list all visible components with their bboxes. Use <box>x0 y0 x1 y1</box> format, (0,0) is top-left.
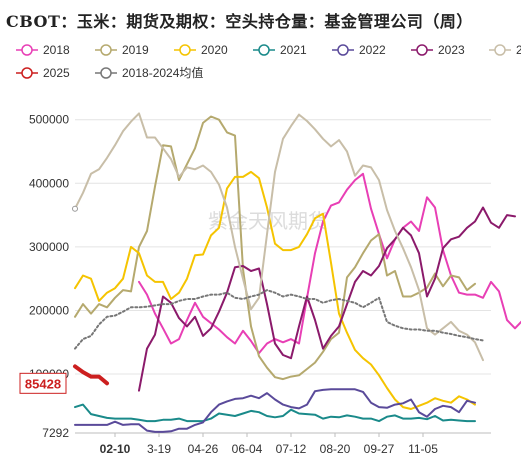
legend-label: 2025 <box>43 66 70 80</box>
y-tick-label: 500000 <box>29 113 69 127</box>
series-line-2022 <box>74 388 476 433</box>
legend-label: 2022 <box>359 43 386 57</box>
legend-swatch-marker <box>100 67 112 79</box>
legend-swatch-marker <box>179 44 191 56</box>
legend-swatch-marker <box>21 67 33 79</box>
series-line-2023 <box>138 206 516 392</box>
highlight-value-box <box>19 372 67 394</box>
series-line-2018 <box>138 172 521 355</box>
highlight-value-label: 85428 <box>25 376 61 391</box>
x-tick-label: 04-26 <box>188 442 219 456</box>
legend-label: 2021 <box>280 43 307 57</box>
legend-label: 2018 <box>43 43 70 57</box>
legend-label: 2018-2024均值 <box>122 65 203 80</box>
series-line-2025 <box>73 364 109 386</box>
legend-swatch-marker <box>337 44 349 56</box>
series-line-2021 <box>74 403 476 423</box>
series-line-2018-2024均值 <box>74 289 484 350</box>
legend-swatch-marker <box>258 44 270 56</box>
x-tick-label: 06-04 <box>232 442 263 456</box>
legend-swatch-marker <box>416 44 428 56</box>
legend-swatch-marker <box>100 44 112 56</box>
legend-label: 2019 <box>122 43 149 57</box>
legend-label: 2024 <box>516 43 521 57</box>
series-line-2024 <box>74 112 484 362</box>
series-line-2020 <box>74 170 476 410</box>
series-line-2019 <box>74 115 476 381</box>
x-tick-label: 08-20 <box>320 442 351 456</box>
y-tick-label: 300000 <box>29 240 69 254</box>
x-tick-label: 09-27 <box>364 442 395 456</box>
series-point-2024-start <box>72 205 78 212</box>
x-tick-label: 02-10 <box>100 442 131 456</box>
legend-label: 2020 <box>201 43 228 57</box>
legend-swatch-marker <box>21 44 33 56</box>
legend-label: 2023 <box>438 43 465 57</box>
x-tick-label: 3-19 <box>147 442 171 456</box>
y-tick-label: 400000 <box>29 176 69 190</box>
chart-title: CBOT：玉米：期货及期权：空头持仓量：基金管理公司（周） <box>6 12 473 31</box>
y-tick-label: 200000 <box>29 303 69 317</box>
x-tick-label: 07-12 <box>276 442 307 456</box>
legend-swatch-marker <box>494 44 506 56</box>
x-tick-label: 11-05 <box>408 442 438 456</box>
y-tick-label: 7292 <box>42 426 69 440</box>
